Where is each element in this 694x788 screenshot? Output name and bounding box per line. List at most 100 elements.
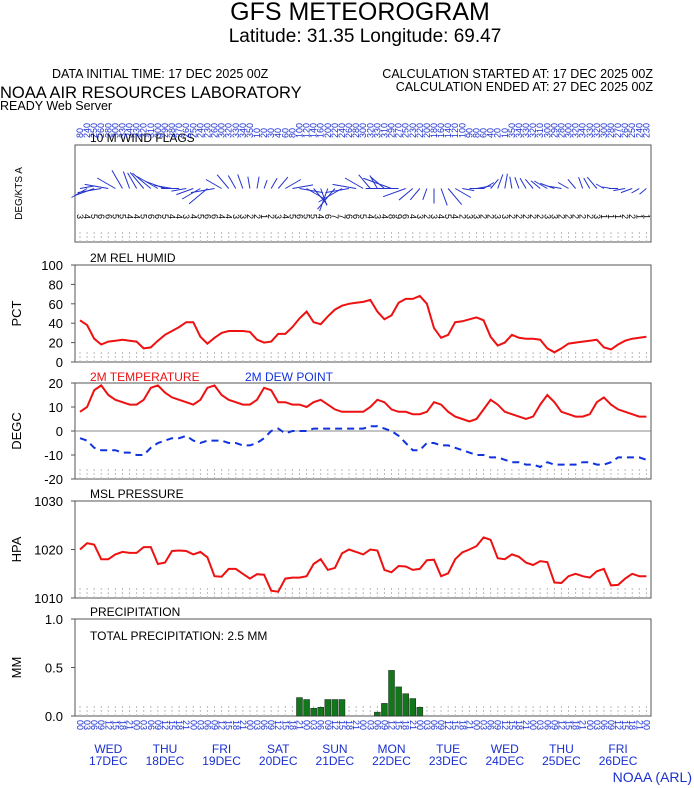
wind-flag [263, 179, 268, 189]
speed-label: 6 [294, 214, 304, 219]
direction-label: 90 [464, 128, 474, 138]
direction-label: 250 [188, 123, 198, 138]
wind-flag [216, 174, 230, 189]
y-tick-label: 1010 [34, 591, 63, 606]
y-tick-label: 1020 [34, 543, 63, 558]
direction-label: 300 [599, 123, 609, 138]
x-tick-label: 03 [422, 720, 432, 730]
day-label: MON [378, 742, 406, 756]
bar [374, 711, 381, 717]
speed-label: 1 [599, 214, 609, 219]
x-tick-label: 15 [394, 720, 404, 730]
direction-label: 290 [387, 123, 397, 138]
day-label: SUN [322, 742, 347, 756]
direction-label: 320 [224, 123, 234, 138]
speed-label: 5 [139, 214, 149, 219]
direction-label: 240 [634, 123, 644, 138]
speed-label: 4 [82, 214, 92, 219]
annotation: TOTAL PRECIPITATION: 2.5 MM [90, 629, 267, 643]
speed-label: 5 [89, 214, 99, 219]
wind-flag [534, 180, 548, 189]
direction-label: 300 [110, 123, 120, 138]
speed-label: 1 [259, 214, 269, 219]
speed-label: 3 [542, 214, 552, 219]
speed-label: 4 [125, 214, 135, 219]
title: GFS METEOROGRAM [230, 0, 490, 26]
x-tick-label: 09 [323, 720, 333, 730]
wind-flag [270, 177, 278, 189]
x-tick-label: 12 [330, 720, 340, 730]
speed-label: 3 [372, 214, 382, 219]
direction-label: 300 [217, 123, 227, 138]
x-tick-label: 00 [245, 720, 255, 730]
speed-label: 4 [436, 214, 446, 219]
wind-flag [256, 176, 260, 189]
wind-flag [247, 176, 251, 189]
date-label: 23DEC [429, 754, 468, 768]
speed-label: 6 [344, 214, 354, 219]
wind-flag [398, 188, 414, 201]
y-axis-label: DEG/KTS A [14, 167, 25, 220]
direction-label: 320 [139, 123, 149, 138]
direction-label: 230 [202, 123, 212, 138]
x-tick-label: 15 [224, 720, 234, 730]
x-tick-label: 12 [103, 720, 113, 730]
wind-flag [549, 185, 562, 189]
direction-label: 60 [479, 128, 489, 138]
footer: NOAA (ARL) [613, 769, 692, 785]
wind-flag [285, 179, 302, 189]
wind-flag [504, 173, 508, 189]
speed-label: 4 [408, 214, 418, 219]
bar [296, 697, 303, 717]
y-axis-label: HPA [9, 536, 24, 562]
wind-flag [71, 188, 88, 198]
y-tick-label: -20 [44, 472, 63, 487]
speed-label: 7 [330, 214, 340, 219]
x-tick-label: 18 [117, 720, 127, 730]
x-tick-label: 21 [238, 720, 248, 730]
x-tick-label: 18 [571, 720, 581, 730]
direction-label: 300 [358, 123, 368, 138]
speed-label: 2 [479, 214, 489, 219]
speed-label: 3 [273, 214, 283, 219]
direction-label: 250 [627, 123, 637, 138]
x-tick-label: 12 [160, 720, 170, 730]
day-label: FRI [608, 742, 627, 756]
direction-label: 350 [507, 123, 517, 138]
speed-label: 4 [316, 214, 326, 219]
speed-label: 4 [450, 214, 460, 219]
x-tick-label: 15 [337, 720, 347, 730]
speed-label: 5 [110, 214, 120, 219]
wind-flag [306, 188, 325, 200]
speed-label: 2 [521, 214, 531, 219]
speed-label: 6 [401, 214, 411, 219]
direction-label: 80 [287, 128, 297, 138]
subtitle: Latitude: 31.35 Longitude: 69.47 [229, 26, 502, 47]
date-label: 24DEC [485, 754, 524, 768]
date-label: 17DEC [89, 754, 128, 768]
x-tick-label: 09 [493, 720, 503, 730]
wind-flag [277, 176, 289, 189]
bar [338, 699, 346, 717]
direction-label: 230 [641, 123, 651, 138]
bar [381, 703, 388, 717]
direction-label: 330 [117, 123, 127, 138]
x-tick-label: 06 [146, 720, 156, 730]
initial-time: DATA INITIAL TIME: 17 DEC 2025 00Z [52, 67, 269, 81]
speed-label: 3 [238, 214, 248, 219]
wind-flag [96, 177, 116, 189]
x-tick-label: 21 [521, 720, 531, 730]
x-tick-label: 00 [358, 720, 368, 730]
x-tick-label: 00 [132, 720, 142, 730]
speed-label: 6 [103, 214, 113, 219]
wind-flag [620, 188, 633, 194]
x-tick-label: 09 [549, 720, 559, 730]
speed-label: 3 [471, 214, 481, 219]
wind-flag [132, 172, 152, 189]
wind-flag [332, 183, 357, 189]
direction-label: 260 [96, 123, 106, 138]
panel-title: PRECIPITATION [90, 605, 180, 619]
y-axis-label: DEGC [9, 412, 24, 450]
direction-label: 270 [394, 123, 404, 138]
